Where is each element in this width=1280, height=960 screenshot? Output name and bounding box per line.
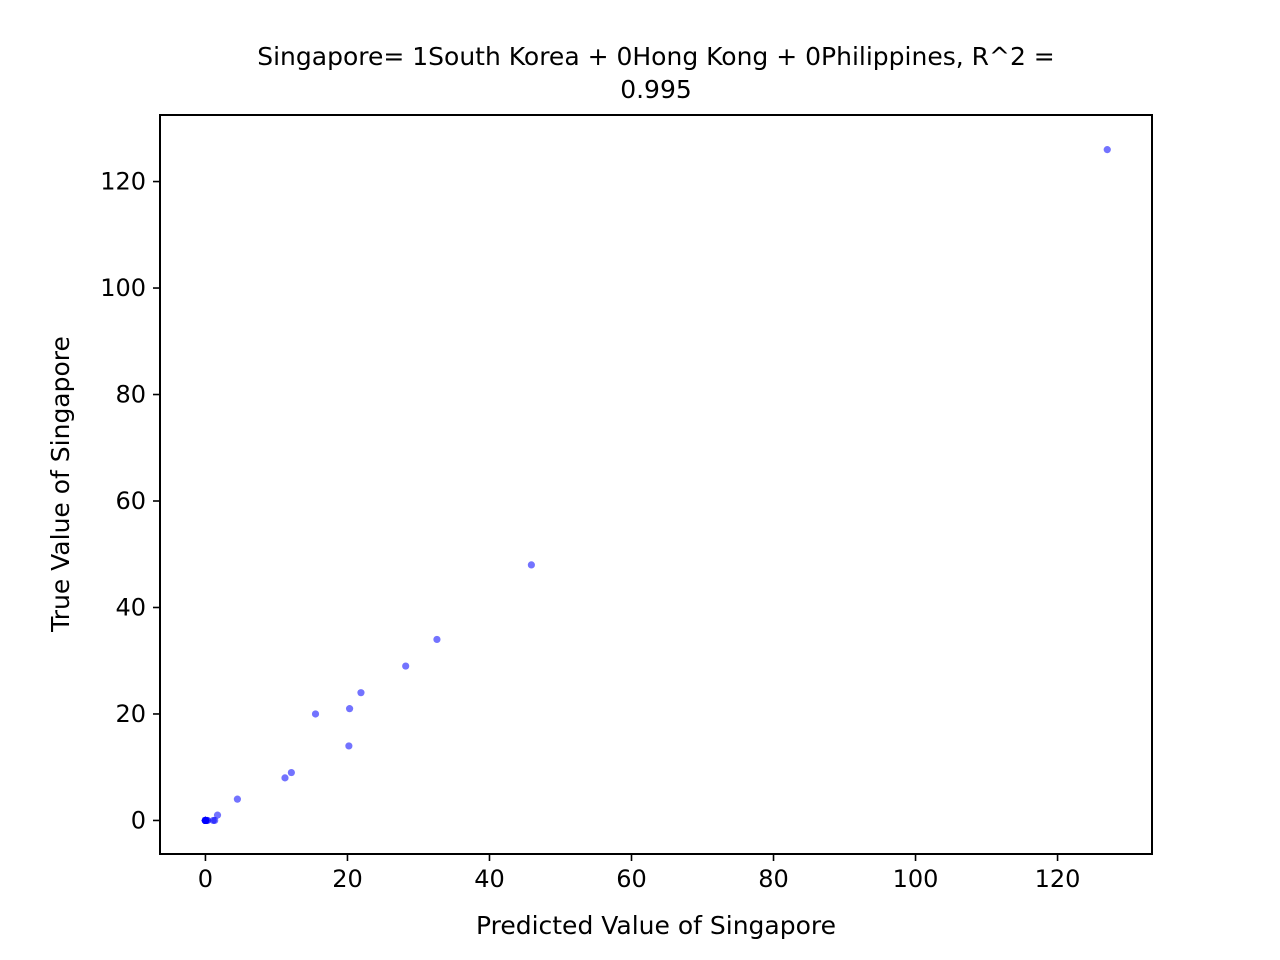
data-point: [1103, 146, 1111, 154]
chart-title-line-1: Singapore= 1South Korea + 0Hong Kong + 0…: [257, 42, 1055, 71]
data-point: [402, 662, 410, 670]
chart-title-line-2: 0.995: [620, 75, 692, 104]
y-tick-label: 0: [131, 806, 146, 834]
y-axis-label: True Value of Singapore: [46, 336, 75, 633]
y-tick-label: 40: [115, 593, 146, 621]
x-tick-label: 80: [758, 865, 789, 893]
plot-frame: [159, 114, 1153, 855]
data-point: [433, 635, 441, 644]
y-tick-label: 120: [100, 168, 146, 196]
x-tick-label: 20: [332, 865, 363, 893]
data-point: [345, 705, 354, 713]
data-point: [287, 768, 295, 777]
data-point: [527, 561, 535, 569]
data-point: [357, 689, 365, 697]
data-point: [311, 710, 320, 718]
x-tick-label: 100: [893, 865, 939, 893]
y-tick-label: 60: [115, 487, 146, 515]
x-tick-label: 40: [474, 865, 505, 893]
y-tick-label: 80: [115, 381, 146, 409]
y-axis-ticks: 0 20 40 60 80 100 120: [100, 168, 160, 834]
data-point: [233, 795, 241, 803]
x-tick-label: 120: [1035, 865, 1081, 893]
x-tick-label: 0: [198, 865, 213, 893]
data-point: [345, 742, 353, 750]
data-point: [281, 774, 289, 782]
x-tick-label: 60: [616, 865, 647, 893]
scatter-points: [201, 146, 1111, 825]
y-tick-label: 20: [115, 700, 146, 728]
x-axis-label: Predicted Value of Singapore: [476, 911, 836, 940]
x-axis-ticks: 0 20 40 60 80 100 120: [198, 854, 1081, 893]
data-point: [203, 816, 212, 825]
data-point: [211, 816, 219, 825]
data-point: [213, 811, 222, 819]
y-tick-label: 100: [100, 274, 146, 302]
